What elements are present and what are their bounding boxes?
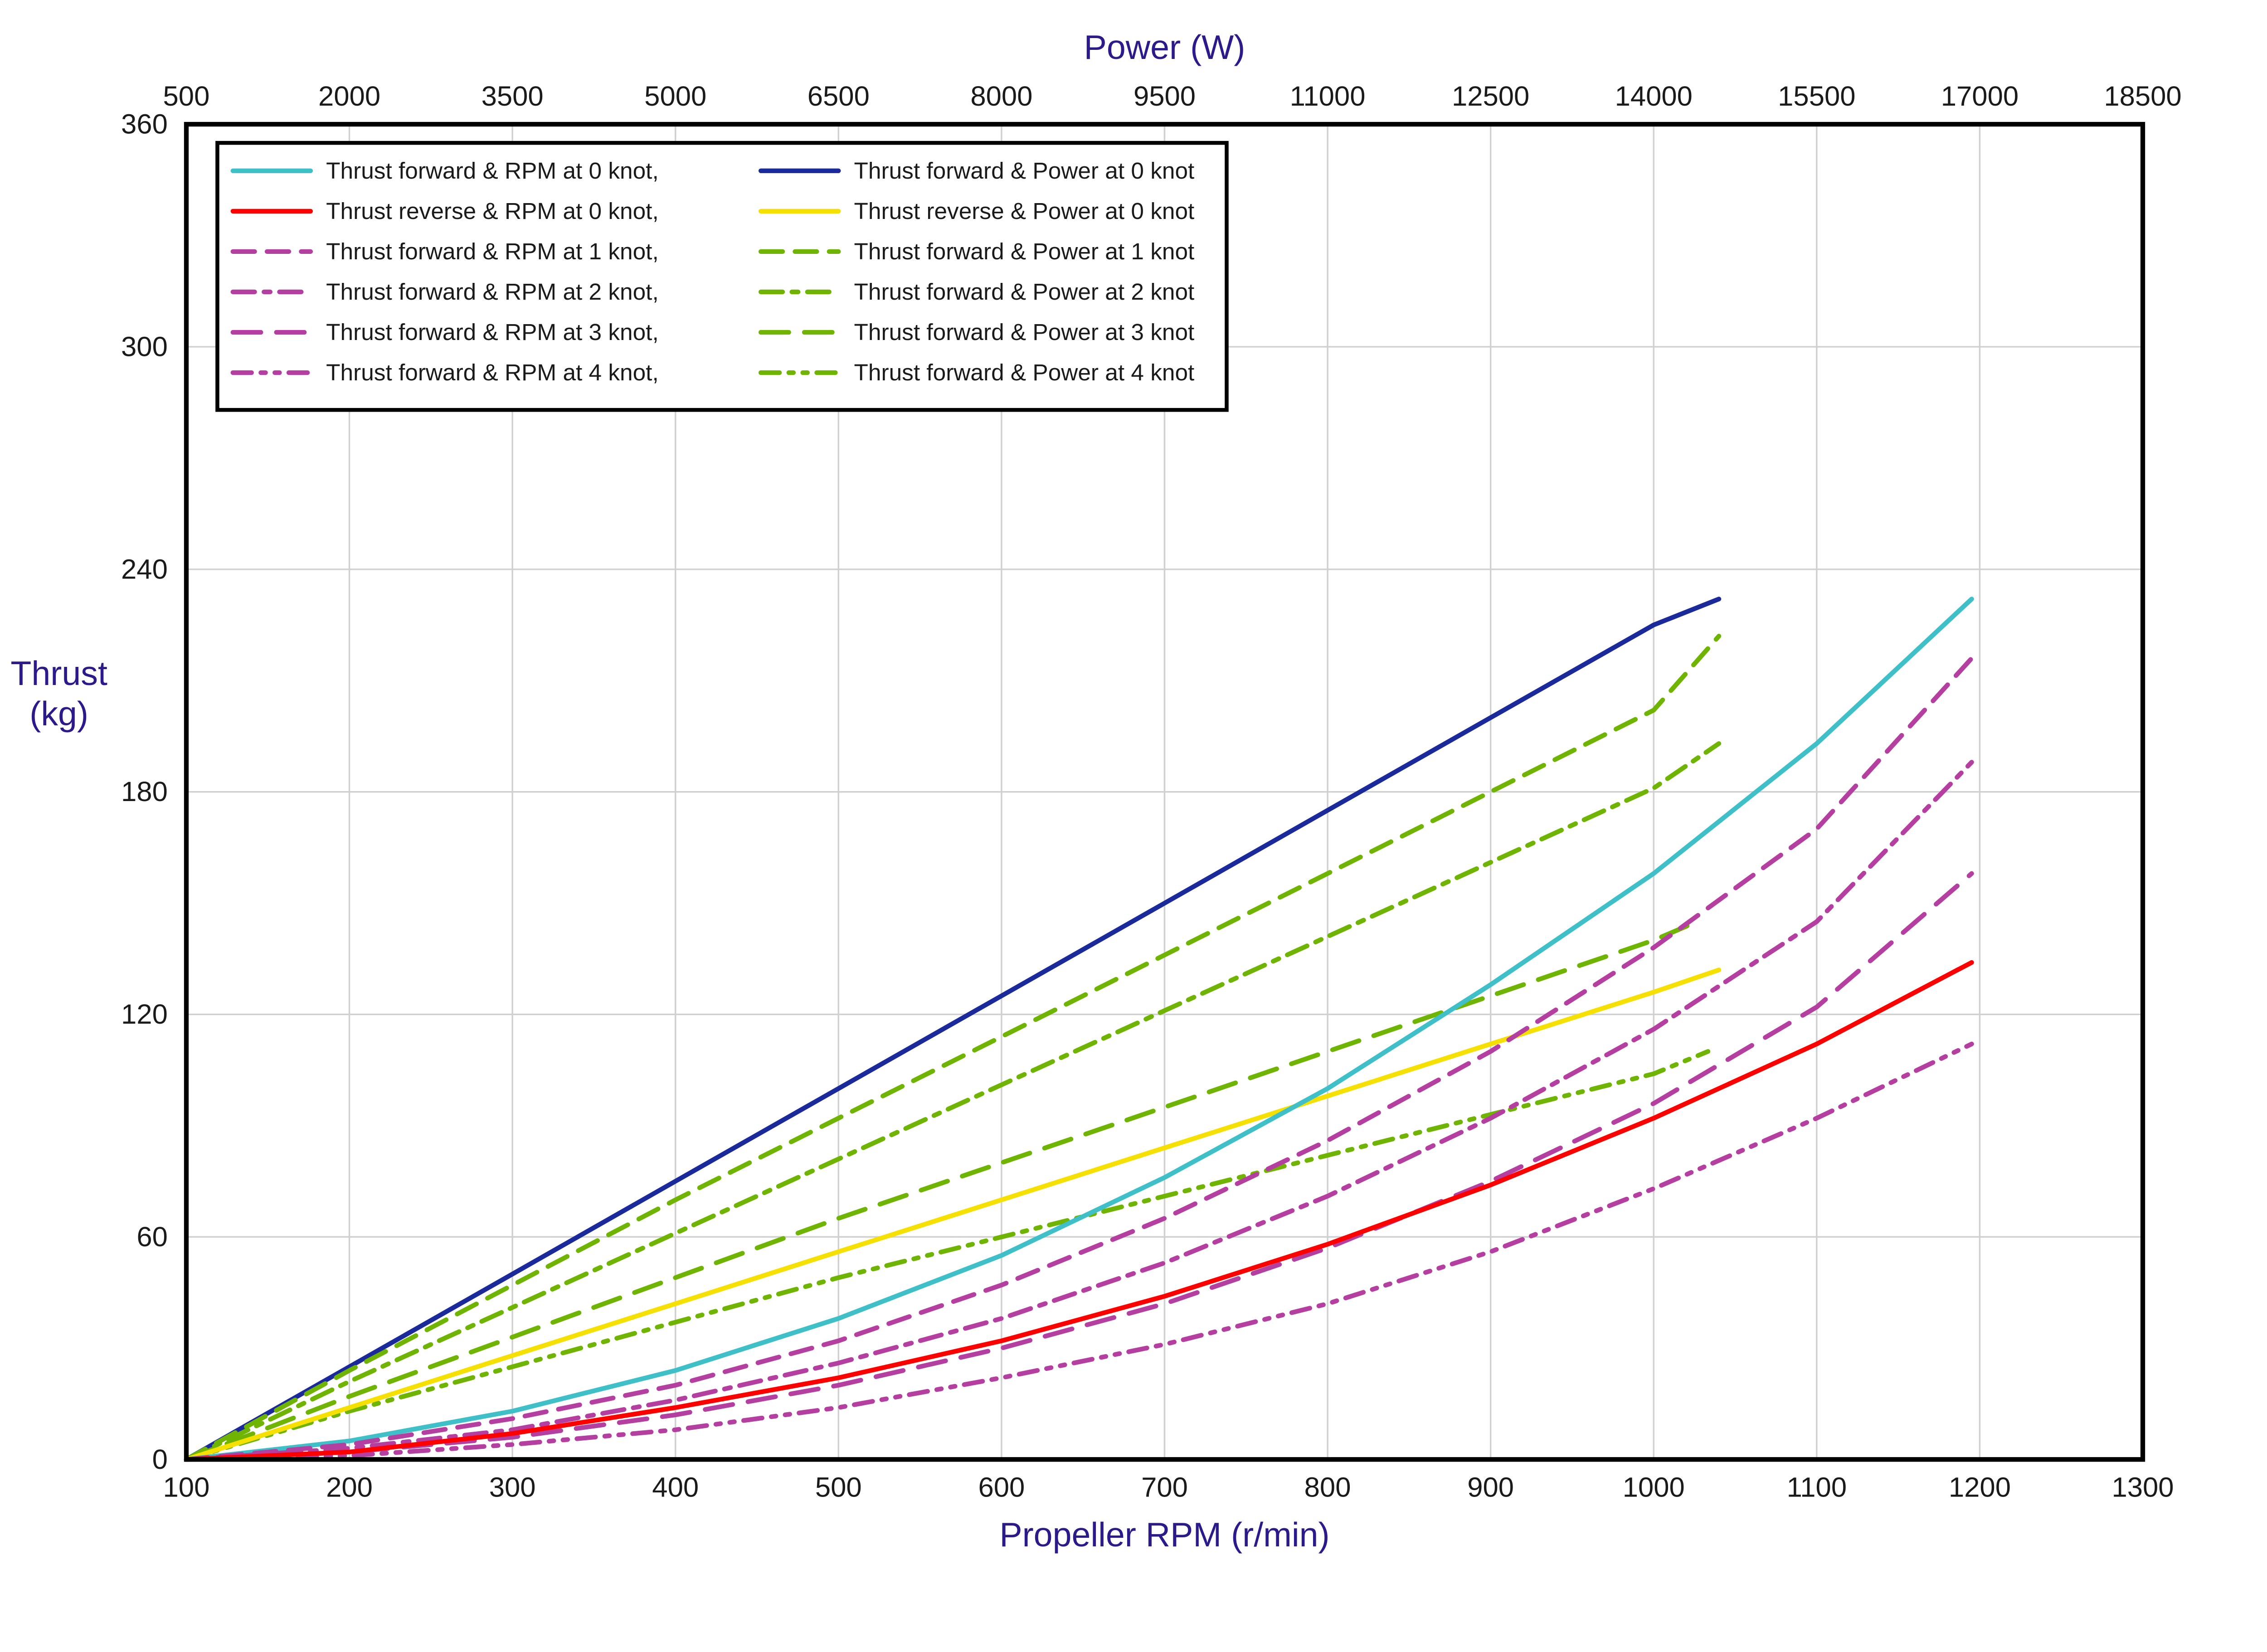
x-top-tick-label: 14000 xyxy=(1615,81,1693,112)
x-bottom-tick-label: 800 xyxy=(1304,1472,1351,1503)
legend-label: Thrust forward & RPM at 1 knot, xyxy=(326,238,659,264)
x-bottom-tick-label: 600 xyxy=(978,1472,1025,1503)
x-top-tick-label: 9500 xyxy=(1134,81,1196,112)
x-bottom-tick-label: 1200 xyxy=(1949,1472,2011,1503)
y-tick-label: 60 xyxy=(136,1221,168,1253)
legend-label: Thrust forward & RPM at 2 knot, xyxy=(326,279,659,305)
x-top-tick-label: 500 xyxy=(163,81,210,112)
x-bottom-title: Propeller RPM (r/min) xyxy=(999,1516,1329,1554)
y-title-line: (kg) xyxy=(29,695,88,733)
legend-label: Thrust forward & Power at 1 knot xyxy=(854,238,1195,264)
x-top-tick-label: 3500 xyxy=(482,81,544,112)
x-top-tick-label: 12500 xyxy=(1452,81,1529,112)
x-bottom-tick-label: 300 xyxy=(489,1472,536,1503)
legend-label: Thrust forward & Power at 0 knot xyxy=(854,158,1195,184)
y-tick-label: 240 xyxy=(121,554,168,585)
x-top-tick-label: 8000 xyxy=(970,81,1032,112)
x-bottom-tick-label: 700 xyxy=(1141,1472,1188,1503)
thrust-chart: 1002003004005006007008009001000110012001… xyxy=(0,0,2267,1652)
x-bottom-tick-label: 900 xyxy=(1467,1472,1514,1503)
x-bottom-tick-label: 1300 xyxy=(2111,1472,2174,1503)
legend-label: Thrust reverse & Power at 0 knot xyxy=(854,198,1195,224)
x-bottom-tick-label: 500 xyxy=(815,1472,862,1503)
x-top-tick-label: 2000 xyxy=(318,81,380,112)
legend-label: Thrust reverse & RPM at 0 knot, xyxy=(326,198,659,224)
x-top-tick-label: 18500 xyxy=(2104,81,2181,112)
x-top-tick-label: 5000 xyxy=(644,81,706,112)
y-tick-label: 120 xyxy=(121,999,168,1030)
legend-label: Thrust forward & RPM at 4 knot, xyxy=(326,360,659,385)
legend-label: Thrust forward & Power at 2 knot xyxy=(854,279,1195,305)
legend-label: Thrust forward & Power at 3 knot xyxy=(854,319,1195,345)
x-top-tick-label: 17000 xyxy=(1941,81,2019,112)
legend: Thrust forward & RPM at 0 knot, Thrust fo… xyxy=(217,143,1226,410)
x-top-title: Power (W) xyxy=(1084,28,1245,66)
legend-label: Thrust forward & RPM at 3 knot, xyxy=(326,319,659,345)
chart-wrapper: 1002003004005006007008009001000110012001… xyxy=(0,0,2267,1652)
x-top-tick-label: 15500 xyxy=(1778,81,1855,112)
x-top-tick-label: 11000 xyxy=(1290,81,1366,112)
x-bottom-tick-label: 400 xyxy=(652,1472,699,1503)
x-bottom-tick-label: 100 xyxy=(163,1472,210,1503)
y-tick-label: 300 xyxy=(121,331,168,362)
legend-label: Thrust forward & RPM at 0 knot, xyxy=(326,158,659,184)
x-bottom-tick-label: 1000 xyxy=(1623,1472,1685,1503)
y-tick-label: 360 xyxy=(121,109,168,140)
x-top-tick-label: 6500 xyxy=(808,81,870,112)
x-bottom-tick-label: 200 xyxy=(326,1472,373,1503)
y-tick-label: 0 xyxy=(152,1444,168,1475)
y-tick-label: 180 xyxy=(121,776,168,807)
x-bottom-tick-label: 1100 xyxy=(1787,1472,1847,1503)
legend-label: Thrust forward & Power at 4 knot xyxy=(854,360,1195,385)
y-title-line: Thrust xyxy=(10,654,107,692)
